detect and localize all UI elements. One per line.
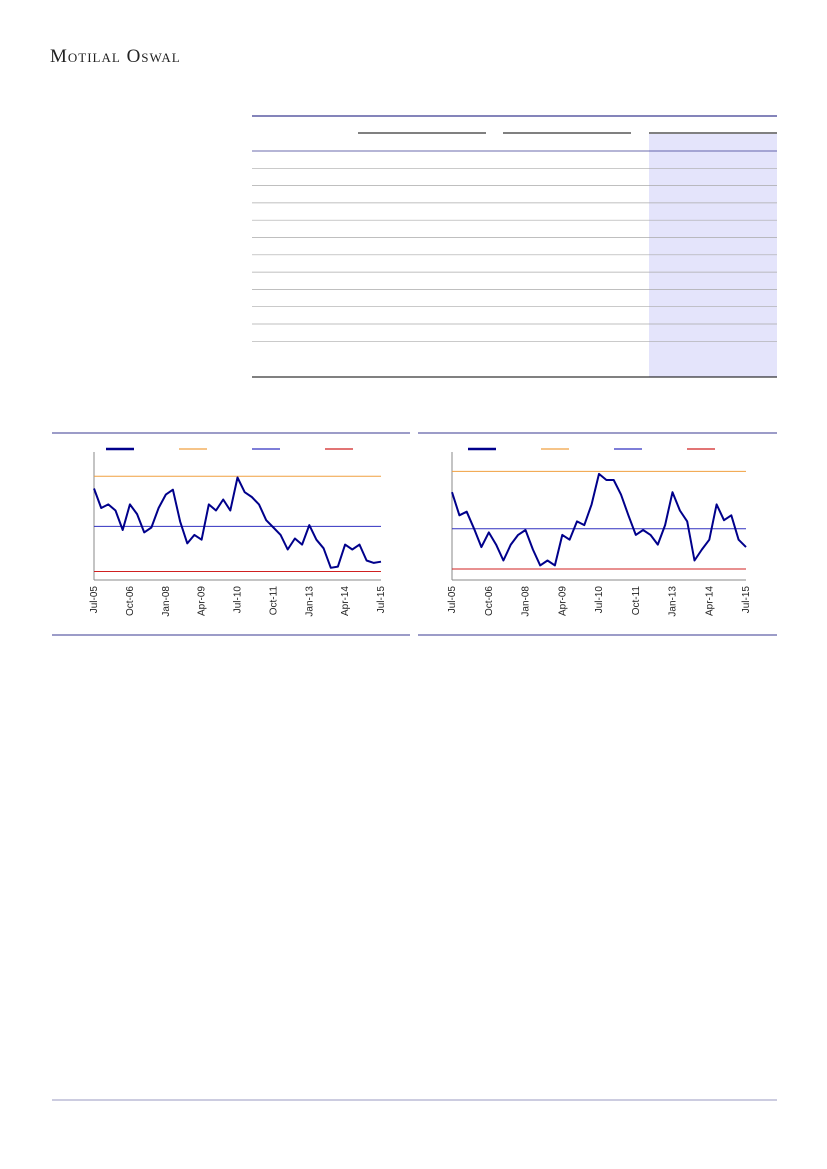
x-tick-label: Jul-05 — [89, 586, 100, 614]
x-tick-label: Jul-10 — [594, 586, 605, 614]
x-tick-label: Oct-11 — [631, 586, 642, 616]
x-tick-label: Jan-08 — [161, 586, 172, 617]
x-tick-label: Oct-06 — [125, 586, 136, 616]
x-tick-label: Jan-13 — [304, 586, 315, 617]
x-tick-label: Apr-14 — [340, 586, 351, 616]
x-tick-label: Jul-05 — [447, 586, 458, 614]
x-tick-label: Jan-13 — [668, 586, 679, 617]
table — [252, 115, 777, 378]
x-tick-label: Apr-14 — [704, 586, 715, 616]
x-tick-label: Oct-11 — [268, 586, 279, 616]
x-tick-label: Oct-06 — [484, 586, 495, 616]
series-line — [451, 472, 747, 567]
x-tick-label: Jan-08 — [521, 586, 532, 617]
x-tick-label: Apr-09 — [197, 586, 208, 616]
table-rows — [252, 150, 777, 342]
x-tick-label: Jul-10 — [233, 586, 244, 614]
x-tick-label: Apr-09 — [557, 586, 568, 616]
shaded-column — [649, 134, 777, 377]
x-tick-label: Jul-15 — [376, 586, 387, 614]
brand-logo: Motilal Oswal — [50, 46, 181, 67]
chart: Jul-05 Oct-06 Jan-08 Apr-09 Jul-10 Oct-11 Jan-… — [89, 447, 387, 617]
chart: Jul-05 Oct-06 Jan-08 Apr-09 Jul-10 Oct-11 Jan-… — [447, 447, 752, 617]
series-line — [93, 476, 382, 569]
x-tick-label: Jul-15 — [741, 586, 752, 614]
